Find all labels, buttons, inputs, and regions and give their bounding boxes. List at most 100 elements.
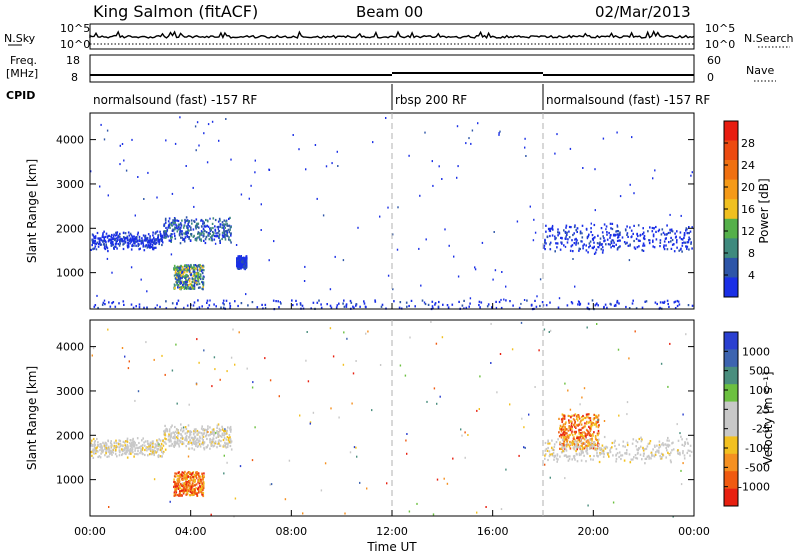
data-point bbox=[112, 301, 115, 304]
data-point bbox=[193, 264, 195, 267]
data-point bbox=[431, 305, 434, 308]
data-point bbox=[221, 237, 223, 241]
data-point bbox=[226, 461, 228, 464]
data-point bbox=[670, 229, 673, 232]
data-point bbox=[173, 485, 175, 489]
data-point bbox=[97, 245, 100, 248]
data-point bbox=[563, 428, 566, 431]
data-point bbox=[136, 233, 139, 236]
data-point bbox=[633, 224, 635, 227]
data-point bbox=[158, 438, 160, 441]
data-point bbox=[565, 431, 567, 435]
data-point bbox=[170, 253, 173, 256]
data-point bbox=[177, 434, 179, 437]
data-point bbox=[320, 489, 323, 492]
data-point bbox=[576, 417, 578, 420]
data-point bbox=[631, 442, 634, 445]
data-point bbox=[177, 487, 180, 490]
data-point bbox=[98, 455, 101, 458]
data-point bbox=[686, 232, 689, 235]
data-point bbox=[539, 278, 542, 281]
data-point bbox=[588, 425, 590, 428]
data-point bbox=[211, 237, 213, 240]
data-point bbox=[200, 478, 203, 481]
data-point bbox=[563, 229, 565, 232]
data-point bbox=[574, 440, 577, 443]
data-point bbox=[572, 440, 575, 443]
data-point bbox=[126, 244, 129, 247]
data-point bbox=[173, 223, 175, 226]
data-point bbox=[585, 449, 588, 452]
data-point bbox=[665, 446, 667, 450]
colorbar-swatch bbox=[724, 419, 738, 437]
data-point bbox=[561, 428, 564, 431]
colorbar-swatch bbox=[724, 218, 738, 239]
data-point bbox=[229, 427, 231, 430]
data-point bbox=[469, 297, 472, 300]
data-point bbox=[597, 429, 600, 433]
date-title: 02/Mar/2013 bbox=[595, 3, 691, 21]
data-point bbox=[152, 248, 154, 251]
data-point bbox=[222, 226, 224, 229]
data-point bbox=[191, 472, 194, 475]
data-point bbox=[174, 226, 176, 229]
data-point bbox=[218, 429, 221, 432]
data-point bbox=[642, 242, 645, 245]
data-point bbox=[579, 247, 581, 251]
data-point bbox=[188, 447, 191, 450]
data-point bbox=[652, 239, 654, 242]
data-point bbox=[689, 454, 691, 457]
data-point bbox=[137, 390, 140, 393]
data-point bbox=[593, 423, 596, 426]
data-point bbox=[618, 414, 620, 417]
data-point bbox=[564, 237, 567, 240]
data-point bbox=[626, 225, 628, 228]
data-point bbox=[104, 447, 106, 450]
data-point bbox=[594, 436, 597, 439]
data-point bbox=[178, 274, 181, 277]
data-point bbox=[119, 240, 121, 243]
data-point bbox=[532, 239, 535, 242]
data-point bbox=[574, 422, 576, 425]
data-point bbox=[582, 418, 585, 421]
data-point bbox=[432, 307, 434, 310]
data-point bbox=[298, 148, 300, 151]
data-point bbox=[183, 232, 185, 235]
data-point bbox=[195, 428, 197, 431]
data-point bbox=[683, 233, 686, 236]
data-point bbox=[111, 302, 113, 305]
data-point bbox=[549, 243, 551, 246]
data-point bbox=[638, 245, 640, 248]
data-point bbox=[590, 428, 592, 431]
data-point bbox=[195, 226, 198, 229]
data-point bbox=[103, 138, 106, 141]
data-point bbox=[562, 436, 565, 439]
data-point bbox=[559, 447, 561, 450]
data-point bbox=[643, 237, 646, 241]
data-point bbox=[135, 444, 138, 447]
data-point bbox=[174, 434, 176, 437]
data-point bbox=[174, 234, 176, 238]
data-point bbox=[464, 431, 466, 434]
data-point bbox=[179, 476, 181, 479]
data-point bbox=[195, 149, 197, 152]
data-point bbox=[194, 437, 196, 440]
data-point bbox=[505, 299, 507, 302]
data-point bbox=[185, 427, 188, 431]
data-point bbox=[170, 432, 172, 435]
data-point bbox=[115, 449, 117, 452]
y-tick-label: 3000 bbox=[56, 178, 84, 191]
data-point bbox=[132, 441, 134, 444]
data-point bbox=[151, 448, 154, 452]
data-point bbox=[568, 419, 570, 422]
data-point bbox=[99, 242, 101, 245]
data-point bbox=[195, 272, 198, 275]
data-point bbox=[135, 240, 138, 243]
data-point bbox=[585, 244, 587, 247]
data-point bbox=[176, 431, 178, 435]
data-point bbox=[171, 424, 173, 427]
data-point bbox=[178, 232, 181, 236]
data-point bbox=[187, 441, 190, 444]
data-point bbox=[552, 228, 554, 231]
data-point bbox=[185, 476, 188, 479]
